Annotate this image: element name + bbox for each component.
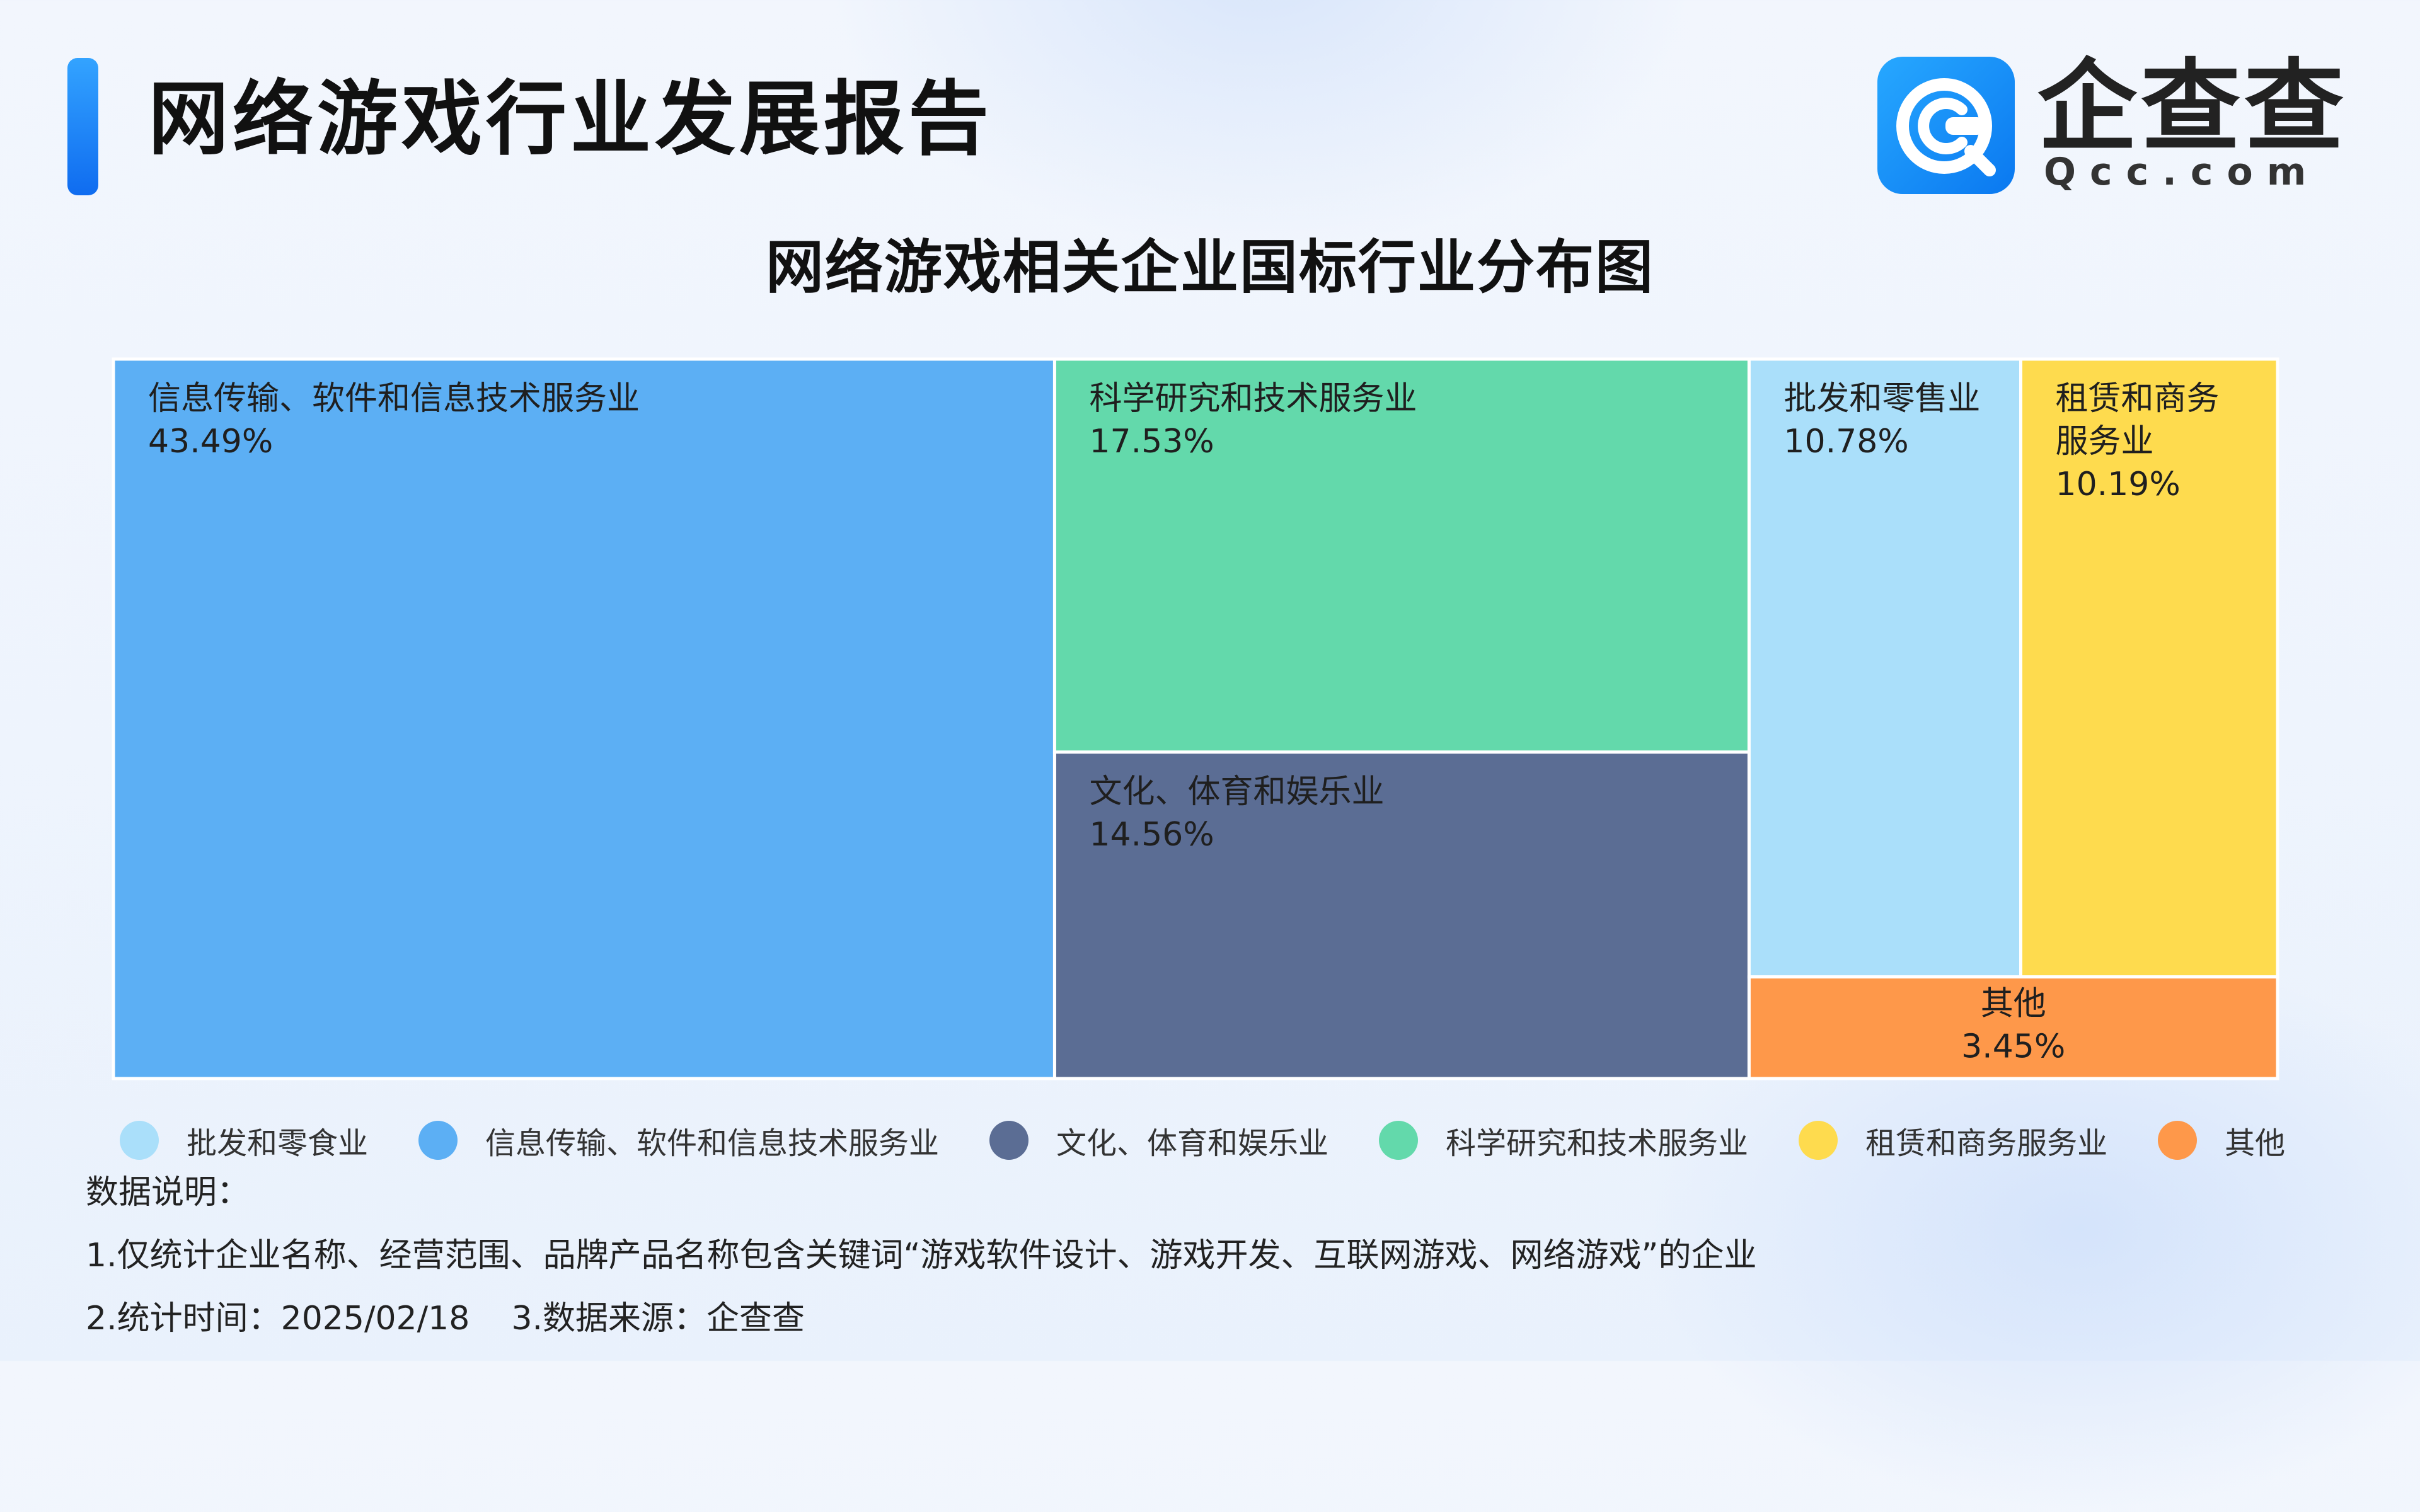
- legend-label: 租赁和商务服务业: [1865, 1126, 2108, 1161]
- treemap-value-label: 43.49%: [148, 423, 273, 461]
- treemap-rect: [1747, 975, 2279, 1080]
- legend-item: 信息传输、软件和信息技术服务业: [418, 1118, 939, 1162]
- treemap-rect: [112, 357, 1056, 1080]
- treemap-cell: 其他 3.45%: [1747, 975, 2279, 1080]
- report-title: 网络游戏行业发展报告: [148, 72, 993, 166]
- treemap-cell: 文化、体育和娱乐业 14.56%: [1052, 750, 1751, 1080]
- treemap-chart: 信息传输、软件和信息技术服务业 43.49% 科学研究和技术服务业 17.53% 文化、…: [112, 357, 2279, 1080]
- legend-label: 批发和零食业: [187, 1126, 369, 1161]
- legend-swatch: [120, 1121, 159, 1160]
- chart-legend: 批发和零食业 信息传输、软件和信息技术服务业 文化、体育和娱乐业 科学研究和技术…: [120, 1118, 2285, 1162]
- qcc-logo-glyph: [1896, 78, 1996, 176]
- legend-item: 文化、体育和娱乐业: [989, 1118, 1328, 1162]
- legend-swatch: [418, 1121, 458, 1160]
- treemap-cell: 信息传输、软件和信息技术服务业 43.49%: [112, 357, 1056, 1080]
- legend-swatch: [2158, 1121, 2198, 1160]
- treemap-category-label: 服务业: [2056, 423, 2154, 461]
- treemap-rect: [1052, 750, 1751, 1080]
- treemap-category-label: 文化、体育和娱乐业: [1089, 773, 1384, 811]
- treemap-category-label: 租赁和商务: [2056, 380, 2220, 418]
- treemap-cell: 租赁和商务服务业 10.19%: [2019, 357, 2279, 979]
- legend-item: 科学研究和技术服务业: [1379, 1118, 1748, 1162]
- treemap-value-label: 14.56%: [1089, 816, 1214, 854]
- legend-label: 科学研究和技术服务业: [1446, 1126, 1749, 1161]
- legend-label: 信息传输、软件和信息技术服务业: [485, 1126, 940, 1161]
- treemap-category-label: 科学研究和技术服务业: [1089, 380, 1417, 418]
- legend-item: 租赁和商务服务业: [1799, 1118, 2107, 1162]
- legend-item: 其他: [2158, 1118, 2285, 1162]
- legend-item: 批发和零食业: [120, 1118, 368, 1162]
- treemap-value-label: 17.53%: [1089, 423, 1214, 461]
- legend-swatch: [1799, 1121, 1838, 1160]
- treemap-value-label: 3.45%: [1961, 1028, 2065, 1066]
- notes-heading: 数据说明：: [86, 1174, 250, 1211]
- treemap-category-label: 信息传输、软件和信息技术服务业: [148, 380, 640, 418]
- treemap-category-label: 其他: [1981, 985, 2046, 1023]
- notes-line-1: 1.仅统计企业名称、经营范围、品牌产品名称包含关键词“游戏软件设计、游戏开发、互…: [86, 1237, 1757, 1274]
- legend-label: 其他: [2225, 1126, 2286, 1161]
- treemap-rect: [1747, 357, 2023, 979]
- notes-line-2: 2.统计时间：2025/02/18 3.数据来源：企查查: [86, 1300, 805, 1337]
- legend-label: 文化、体育和娱乐业: [1056, 1126, 1329, 1161]
- legend-swatch: [989, 1121, 1029, 1160]
- legend-swatch: [1379, 1121, 1419, 1160]
- chart-title: 网络游戏相关企业国标行业分布图: [765, 234, 1654, 301]
- treemap-category-label: 批发和零售业: [1783, 380, 1980, 418]
- treemap-value-label: 10.19%: [2056, 466, 2181, 503]
- qcc-logo-icon: [1877, 57, 2015, 194]
- title-accent-bar: [67, 58, 98, 195]
- treemap-rect: [1052, 357, 1751, 754]
- logo-domain: Qcc.com: [2044, 150, 2320, 194]
- treemap-cell: 科学研究和技术服务业 17.53%: [1052, 357, 1751, 754]
- treemap-value-label: 10.78%: [1783, 423, 1908, 461]
- treemap-cell: 批发和零售业 10.78%: [1747, 357, 2023, 979]
- logo-wordmark: 企查查: [2037, 49, 2348, 165]
